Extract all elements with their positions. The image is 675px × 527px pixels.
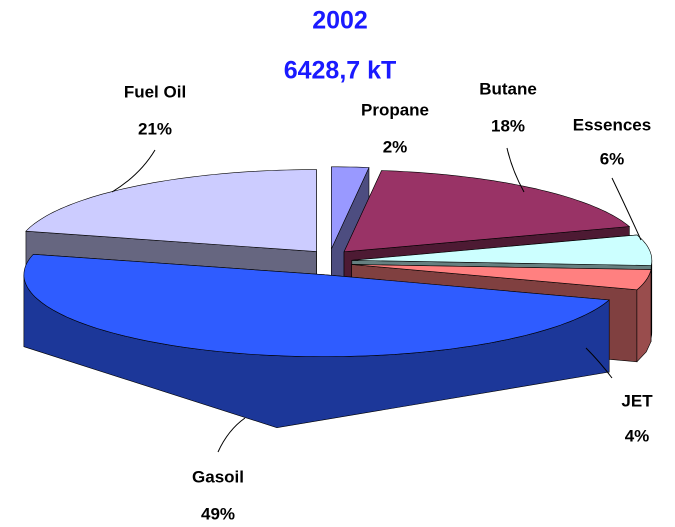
slice-value-label: 21% [138,119,172,138]
slice [25,169,317,252]
slice-value-label: 18% [491,116,525,135]
slice-value-label: 4% [625,426,650,445]
slice-label: JET [621,391,653,410]
slice [23,253,610,357]
leader-lines [111,147,642,453]
leader-line [111,149,156,193]
slice-label: Fuel Oil [124,82,186,101]
pie [23,166,653,429]
slice-value-label: 6% [600,149,625,168]
slice-value-label: 2% [383,137,408,156]
chart-subtitle: 6428,7 kT [284,57,397,85]
slice [331,166,370,249]
slice-label: Propane [361,100,429,119]
leader-line [217,417,246,453]
slice [351,264,652,291]
slice [343,170,631,253]
slice-label: Butane [479,79,537,98]
leader-line [611,177,642,241]
chart-title: 2002 [312,7,368,35]
leader-line [585,347,613,379]
slice-value-label: 49% [201,504,235,523]
slice-label: Gasoil [192,467,244,486]
leader-line [506,147,525,193]
slice-label: Essences [573,115,651,134]
slice [351,234,653,266]
